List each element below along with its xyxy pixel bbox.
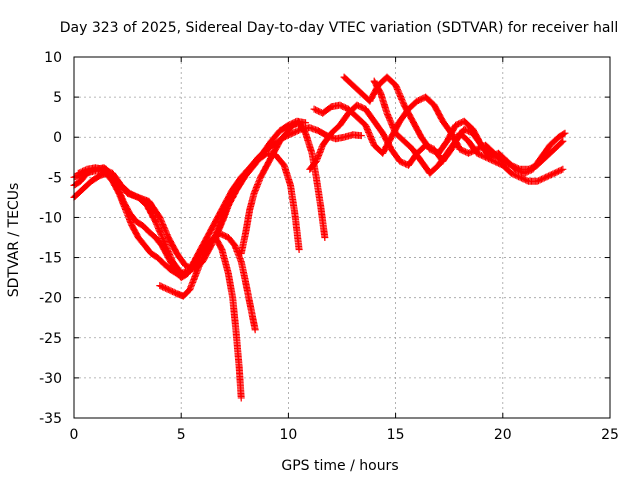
plot-frame [73, 56, 611, 419]
x-tick-label: 20 [494, 427, 512, 443]
y-axis-label: SDTVAR / TECUs [6, 183, 22, 298]
y-tick-label: 5 [53, 90, 62, 106]
x-tick-label: 0 [70, 427, 79, 443]
y-tick-label: -15 [39, 251, 62, 267]
x-tick-label: 10 [279, 427, 297, 443]
y-tick-label: 10 [44, 50, 62, 66]
y-tick-label: -35 [39, 411, 62, 427]
x-tick-label: 15 [387, 427, 405, 443]
series-markers-track-l [370, 77, 511, 177]
y-axis-tick-labels: -35 -30 -25 -20 -15 -10 -5 0 5 10 [39, 50, 62, 427]
series-markers-track-g [212, 149, 303, 254]
y-tick-label: -20 [39, 291, 62, 307]
x-tick-label: 25 [601, 427, 619, 443]
x-axis-tick-labels: 0 5 10 15 20 25 [70, 427, 619, 443]
y-tick-label: 0 [53, 130, 62, 146]
y-tick-label: -10 [39, 210, 62, 226]
series-track-l [370, 77, 511, 177]
x-tick-label: 5 [177, 427, 186, 443]
series-track-h [237, 119, 329, 257]
y-tick-label: -30 [39, 371, 62, 387]
y-tick-label: -25 [39, 331, 62, 347]
chart-title: Day 323 of 2025, Sidereal Day-to-day VTE… [60, 20, 618, 36]
x-axis-label: GPS time / hours [281, 458, 398, 474]
series-markers-track-h [237, 119, 329, 257]
series-track-g [212, 149, 303, 254]
y-tick-label: -5 [48, 170, 62, 186]
